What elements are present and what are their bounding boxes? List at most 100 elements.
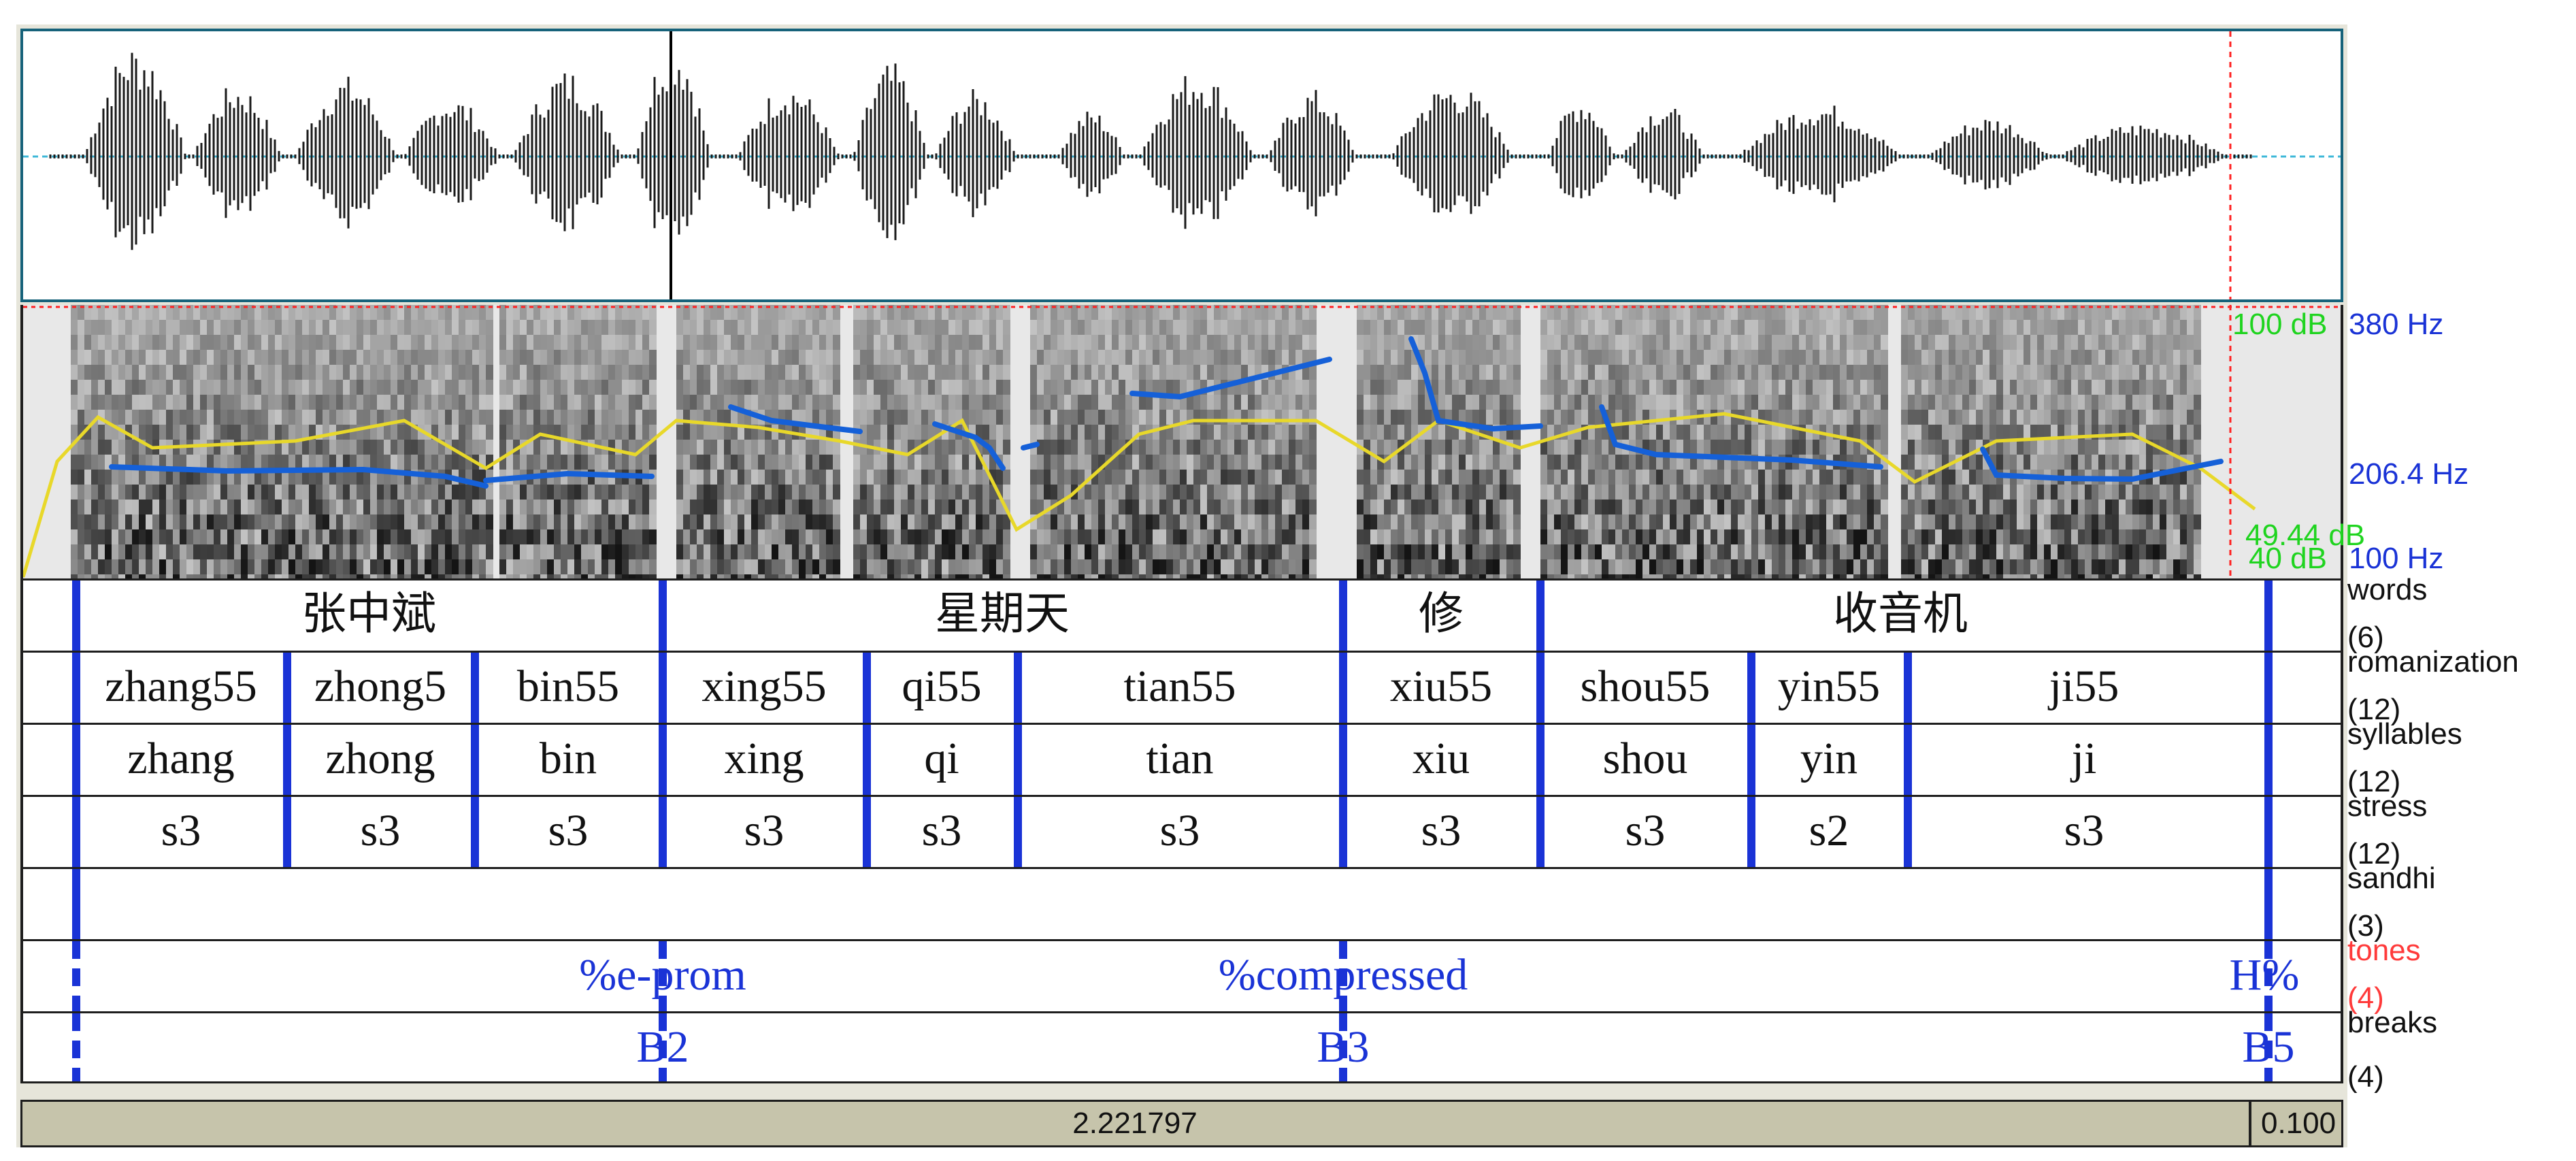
interval-text[interactable]: s3 xyxy=(1421,806,1462,855)
interval-text[interactable]: s3 xyxy=(161,806,201,855)
interval-text[interactable]: xiu xyxy=(1412,734,1470,783)
point-marker[interactable] xyxy=(2264,941,2273,1011)
interval-text[interactable]: xing xyxy=(724,734,804,783)
interval-boundary[interactable] xyxy=(72,725,80,795)
interval-text[interactable]: qi55 xyxy=(902,661,982,711)
interval-boundary[interactable] xyxy=(471,797,479,867)
interval-boundary[interactable] xyxy=(1536,725,1545,795)
interval-text[interactable]: s3 xyxy=(1625,806,1666,855)
interval-boundary[interactable] xyxy=(1904,725,1912,795)
tier-romanization[interactable]: zhang55 zhong5 bin55 xing55 qi55 tian55 … xyxy=(20,651,2343,723)
tier-stress[interactable]: s3 s3 s3 s3 s3 s3 s3 s3 s2 s3 xyxy=(20,795,2343,867)
interval-text[interactable]: s3 xyxy=(1159,806,1200,855)
interval-boundary[interactable] xyxy=(72,653,80,723)
interval-boundary[interactable] xyxy=(72,580,80,651)
interval-text[interactable]: zhang xyxy=(127,734,235,783)
interval-boundary[interactable] xyxy=(283,725,291,795)
tier-label-sandhi[interactable]: sandhi xyxy=(2347,862,2436,895)
interval-boundary[interactable] xyxy=(863,797,871,867)
interval-boundary[interactable] xyxy=(1904,797,1912,867)
interval-text[interactable]: bin xyxy=(539,734,597,783)
point-marker[interactable] xyxy=(659,1013,667,1081)
interval-text[interactable]: s2 xyxy=(1809,806,1849,855)
interval-boundary[interactable] xyxy=(659,725,667,795)
interval-boundary[interactable] xyxy=(863,725,871,795)
interval-boundary[interactable] xyxy=(2264,797,2273,867)
interval-text[interactable]: 星期天 xyxy=(935,589,1070,639)
point-marker[interactable] xyxy=(72,941,80,1011)
interval-boundary[interactable] xyxy=(1536,797,1545,867)
spectrogram-panel[interactable] xyxy=(20,305,2343,578)
interval-text[interactable]: shou55 xyxy=(1580,661,1711,711)
tier-syllables[interactable]: zhang zhong bin xing qi tian xiu shou yi… xyxy=(20,723,2343,795)
interval-boundary[interactable] xyxy=(2264,653,2273,723)
interval-text[interactable]: 修 xyxy=(1419,589,1464,639)
tier-label-tones[interactable]: tones xyxy=(2347,934,2421,967)
interval-boundary[interactable] xyxy=(72,869,80,944)
interval-boundary[interactable] xyxy=(1536,653,1545,723)
waveform-plot[interactable] xyxy=(23,31,2341,299)
interval-boundary[interactable] xyxy=(1339,797,1347,867)
tier-sandhi[interactable] xyxy=(20,867,2343,944)
interval-boundary[interactable] xyxy=(2264,725,2273,795)
interval-text[interactable]: tian55 xyxy=(1123,661,1236,711)
interval-text[interactable] xyxy=(2271,797,2339,865)
interval-text[interactable]: bin55 xyxy=(516,661,620,711)
point-marker[interactable] xyxy=(659,941,667,1011)
tier-label-stress[interactable]: stress xyxy=(2347,789,2428,823)
interval-text[interactable]: zhong xyxy=(325,734,435,783)
time-bar[interactable]: 2.221797 0.100 xyxy=(20,1100,2343,1147)
interval-text[interactable]: zhong5 xyxy=(314,661,447,711)
interval-boundary[interactable] xyxy=(1014,653,1022,723)
interval-text[interactable]: zhang55 xyxy=(105,661,257,711)
interval-boundary[interactable] xyxy=(1747,653,1755,723)
interval-text[interactable]: shou xyxy=(1602,734,1688,783)
interval-text[interactable]: xing55 xyxy=(701,661,827,711)
interval-boundary[interactable] xyxy=(1014,797,1022,867)
interval-boundary[interactable] xyxy=(1339,725,1347,795)
tier-breaks[interactable]: B2 B3 B5 xyxy=(20,1011,2343,1083)
tier-label-breaks[interactable]: breaks xyxy=(2347,1006,2438,1039)
interval-boundary[interactable] xyxy=(2264,580,2273,651)
interval-boundary[interactable] xyxy=(1339,653,1347,723)
interval-text[interactable]: yin xyxy=(1800,734,1858,783)
interval-text[interactable]: s3 xyxy=(744,806,785,855)
interval-boundary[interactable] xyxy=(2264,869,2273,939)
interval-text[interactable]: 张中斌 xyxy=(301,589,436,639)
interval-text[interactable]: s3 xyxy=(360,806,401,855)
interval-text[interactable] xyxy=(2271,725,2339,793)
visible-duration[interactable]: 2.221797 xyxy=(1072,1107,1198,1140)
tier-label-romanization[interactable]: romanization xyxy=(2347,645,2519,678)
interval-boundary[interactable] xyxy=(659,653,667,723)
interval-boundary[interactable] xyxy=(72,797,80,867)
point-marker[interactable] xyxy=(1339,941,1347,1011)
waveform-panel[interactable] xyxy=(20,29,2343,302)
interval-text[interactable]: s3 xyxy=(921,806,962,855)
point-marker[interactable] xyxy=(72,1013,80,1081)
interval-boundary[interactable] xyxy=(1339,580,1347,651)
interval-text[interactable]: s3 xyxy=(548,806,589,855)
interval-text[interactable]: 收音机 xyxy=(1833,589,1968,639)
interval-boundary[interactable] xyxy=(471,725,479,795)
right-window-duration[interactable]: 0.100 xyxy=(2261,1107,2336,1140)
interval-boundary[interactable] xyxy=(659,797,667,867)
interval-boundary[interactable] xyxy=(1536,580,1545,651)
interval-boundary[interactable] xyxy=(1904,653,1912,723)
interval-boundary[interactable] xyxy=(1747,725,1755,795)
interval-boundary[interactable] xyxy=(1747,797,1755,867)
interval-text[interactable]: qi xyxy=(924,734,959,783)
interval-text[interactable] xyxy=(2271,580,2339,649)
interval-boundary[interactable] xyxy=(283,797,291,867)
point-marker[interactable] xyxy=(2264,1013,2273,1081)
interval-boundary[interactable] xyxy=(863,653,871,723)
point-marker[interactable] xyxy=(1339,1013,1347,1081)
interval-text[interactable]: xiu55 xyxy=(1389,661,1493,711)
tier-words[interactable]: 张中斌 星期天 修 收音机 xyxy=(20,578,2343,651)
interval-boundary[interactable] xyxy=(1014,725,1022,795)
tier-label-words[interactable]: words xyxy=(2347,573,2428,606)
interval-text[interactable]: tian xyxy=(1146,734,1214,783)
interval-text[interactable]: yin55 xyxy=(1777,661,1881,711)
tier-label-syllables[interactable]: syllables xyxy=(2347,717,2462,751)
interval-text[interactable]: ji55 xyxy=(2049,661,2119,711)
interval-boundary[interactable] xyxy=(659,580,667,651)
